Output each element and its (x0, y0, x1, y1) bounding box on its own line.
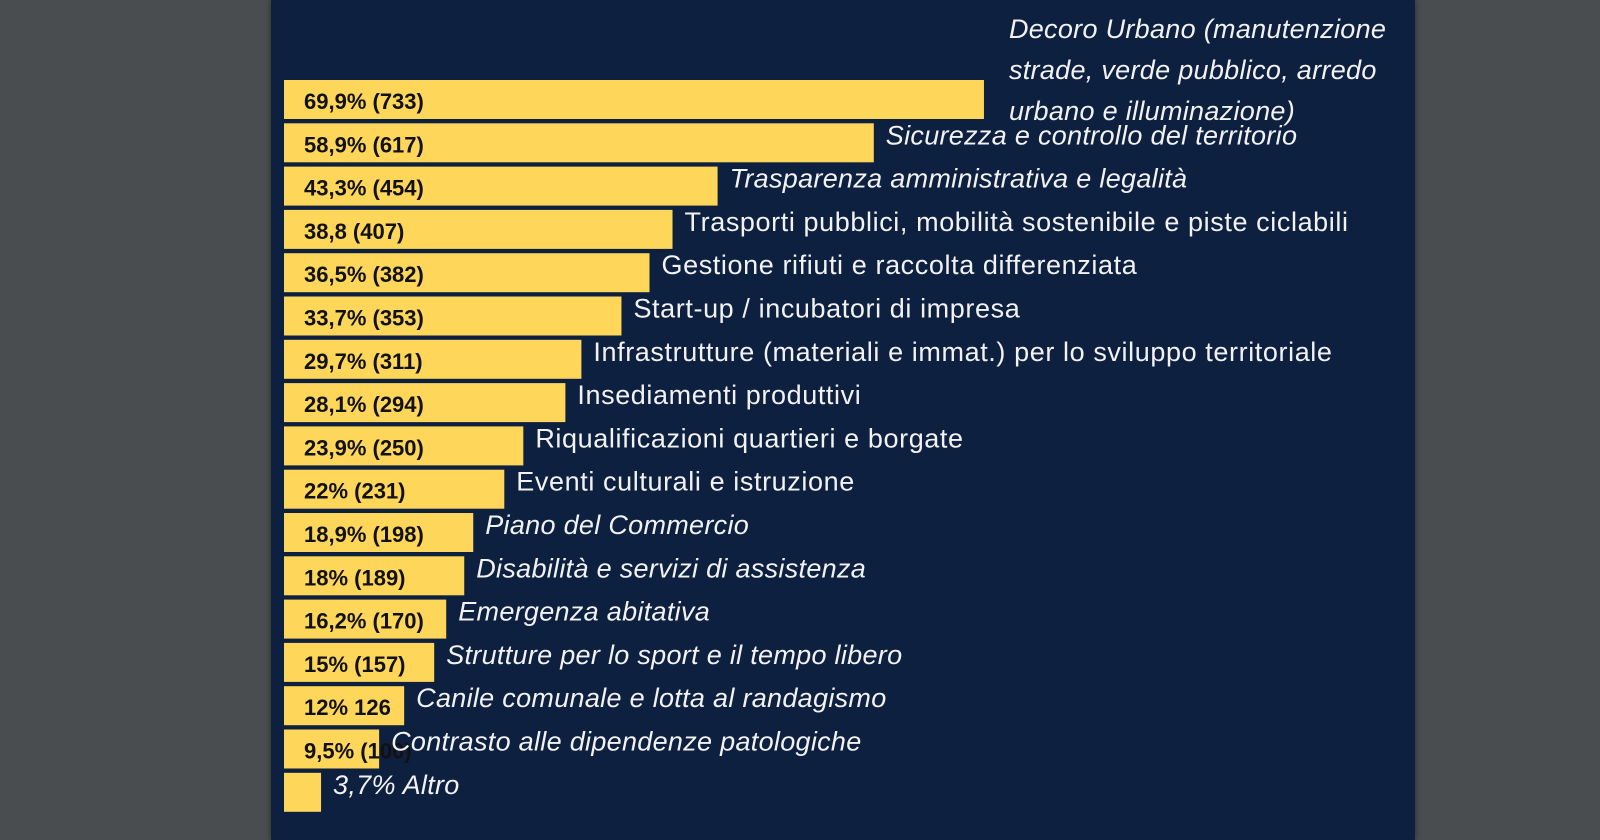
bar-5 (284, 296, 622, 336)
bar-0 (284, 80, 984, 119)
bar-value-label-15: 9,5% (100) (304, 739, 412, 764)
category-label-1: Sicurezza e controllo del territorio (886, 120, 1297, 150)
bar-value-label-3: 38,8 (407) (304, 219, 404, 244)
category-label-2: Trasparenza amministrativa e legalità (730, 164, 1188, 194)
bar-16 (284, 772, 322, 812)
bar-value-label-9: 22% (231) (304, 479, 406, 504)
bar-12 (284, 599, 447, 639)
bar-value-label-14: 12% 126 (304, 695, 391, 720)
bar-value-label-13: 15% (157) (304, 652, 406, 677)
category-label-0: Decoro Urbano (manutenzione strade, verde… (1009, 14, 1386, 126)
category-label-10: Piano del Commercio (485, 510, 749, 540)
bar-value-label-4: 36,5% (382) (304, 262, 424, 287)
bar-7 (284, 383, 566, 423)
category-label-8: Riqualificazioni quartieri e borgate (535, 423, 963, 453)
bar-9 (284, 469, 505, 509)
bar-value-label-11: 18% (189) (304, 565, 406, 590)
slide: 69,9% (733) Decoro Urbano (manutenzione st… (271, 0, 1415, 840)
category-label-11: Disabilità e servizi di assistenza (476, 553, 866, 583)
bar-3 (284, 209, 673, 249)
bar-13 (284, 642, 435, 682)
bar-value-label-7: 28,1% (294) (304, 392, 424, 417)
category-label-9: Eventi culturali e istruzione (516, 467, 855, 497)
bar-11 (284, 556, 465, 596)
category-label-12: Emergenza abitativa (458, 597, 710, 627)
category-label-5: Start-up / incubatori di impresa (633, 294, 1020, 324)
bar-value-label-6: 29,7% (311) (304, 349, 423, 374)
bar-value-label-10: 18,9% (198) (304, 522, 424, 547)
bar-2 (284, 166, 718, 206)
category-label-15: Contrasto alle dipendenze patologiche (391, 727, 861, 757)
category-label-4: Gestione rifiuti e raccolta differenziat… (661, 250, 1137, 280)
bar-value-label-5: 33,7% (353) (304, 306, 424, 331)
bar-10 (284, 513, 474, 552)
horizontal-bar-chart: 69,9% (733) Decoro Urbano (manutenzione st… (284, 14, 1386, 812)
bar-14 (284, 686, 405, 726)
category-label-3: Trasporti pubblici, mobilità sostenibile… (685, 207, 1349, 237)
category-label-6: Infrastrutture (materiali e immat.) per … (593, 337, 1332, 367)
bar-value-label-12: 16,2% (170) (304, 609, 424, 634)
bar-15 (284, 729, 380, 769)
bar-value-label-8: 23,9% (250) (304, 435, 424, 460)
bar-8 (284, 426, 524, 466)
bar-value-label-0: 69,9% (733) (304, 89, 424, 114)
bar-1 (284, 123, 874, 163)
bar-6 (284, 339, 582, 379)
category-label-14: Canile comunale e lotta al randagismo (416, 683, 886, 713)
bar-value-label-2: 43,3% (454) (304, 176, 424, 201)
bar-4 (284, 253, 650, 293)
category-label-16: 3,7% Altro (333, 770, 460, 800)
category-label-7: Insediamenti produttivi (577, 380, 861, 410)
bar-value-label-1: 58,9% (617) (304, 132, 424, 157)
category-label-13: Strutture per lo sport e il tempo libero (446, 640, 902, 670)
